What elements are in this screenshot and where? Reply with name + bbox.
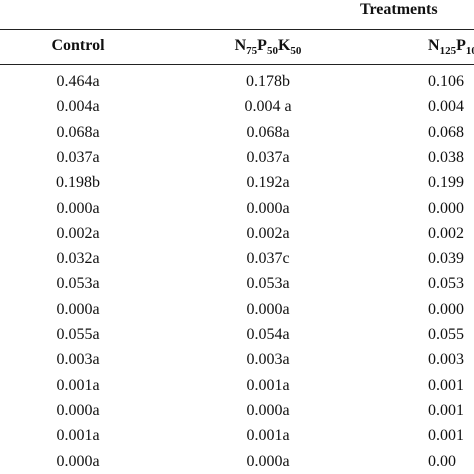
cell: 0.055a: [56, 326, 100, 343]
cell: 0.000a: [246, 199, 290, 217]
cell: 0.000a: [56, 199, 100, 217]
cell: 0.004a: [56, 98, 100, 116]
cell: 0.000a: [56, 401, 100, 419]
cell: 0.001a: [56, 376, 100, 394]
cell: 0.032a: [56, 250, 100, 268]
cell: 0.037c: [246, 250, 290, 268]
subscript: 100: [465, 45, 474, 57]
cell: 0.002a: [246, 224, 290, 242]
cell: 0.001: [428, 427, 464, 445]
cell: 0.000a: [56, 452, 100, 470]
cell: 0.001a: [246, 427, 290, 445]
cell: 0.001: [428, 401, 464, 419]
cell: 0.003a: [56, 351, 100, 369]
cell: 0.001: [428, 376, 464, 394]
cell: 0.000a: [56, 300, 100, 318]
cell: 0.000: [428, 300, 464, 318]
cell: 0.002a: [56, 224, 100, 242]
subscript: 50: [266, 45, 278, 57]
header-text: P: [257, 37, 267, 54]
subscript: 75: [246, 45, 258, 57]
cell: 0.000a: [246, 401, 290, 419]
cell: 0.199: [428, 174, 464, 192]
cell: 0.464a: [56, 73, 100, 90]
subscript: 50: [290, 45, 302, 57]
column-header: Control: [51, 36, 104, 56]
cell: 0.106: [428, 73, 464, 90]
header-text: Control: [51, 37, 105, 54]
cell: 0.004 a: [244, 98, 292, 116]
rule: [0, 64, 474, 65]
cell: 0.055: [428, 326, 464, 343]
header-text: N: [234, 37, 247, 54]
cell: 0.192a: [246, 174, 290, 192]
cell: 0.003a: [246, 351, 290, 369]
cell: 0.037a: [56, 148, 100, 166]
cell: 0.001a: [246, 376, 290, 394]
cell: 0.037a: [246, 148, 290, 166]
column-header: N75P50K50: [234, 36, 302, 57]
cell: 0.001a: [56, 427, 100, 445]
header-text: K: [277, 37, 291, 54]
cell: 0.000a: [246, 300, 290, 318]
cell: 0.178b: [246, 73, 290, 90]
cell: 0.000: [428, 199, 464, 217]
cell: 0.054a: [246, 326, 290, 343]
header-text: N: [428, 37, 440, 54]
cell: 0.068a: [246, 123, 290, 141]
cell: 0.068a: [56, 123, 100, 141]
cell: 0.053a: [246, 275, 290, 293]
cell: 0.198b: [56, 174, 100, 192]
cell: 0.004: [428, 98, 464, 116]
cell: 0.002: [428, 224, 464, 242]
group-header: Treatments: [360, 1, 438, 18]
cell: 0.000a: [246, 452, 290, 470]
cell: 0.038: [428, 148, 464, 166]
cell: 0.068: [428, 123, 464, 141]
column-header: N125P100: [428, 36, 474, 57]
header-text: P: [456, 37, 466, 54]
subscript: 125: [439, 45, 457, 57]
rule: [0, 29, 474, 30]
cell: 0.053a: [56, 275, 100, 293]
cell: 0.039: [428, 250, 464, 268]
cell: 0.00: [428, 452, 456, 470]
cell: 0.003: [428, 351, 464, 369]
cell: 0.053: [428, 275, 464, 293]
